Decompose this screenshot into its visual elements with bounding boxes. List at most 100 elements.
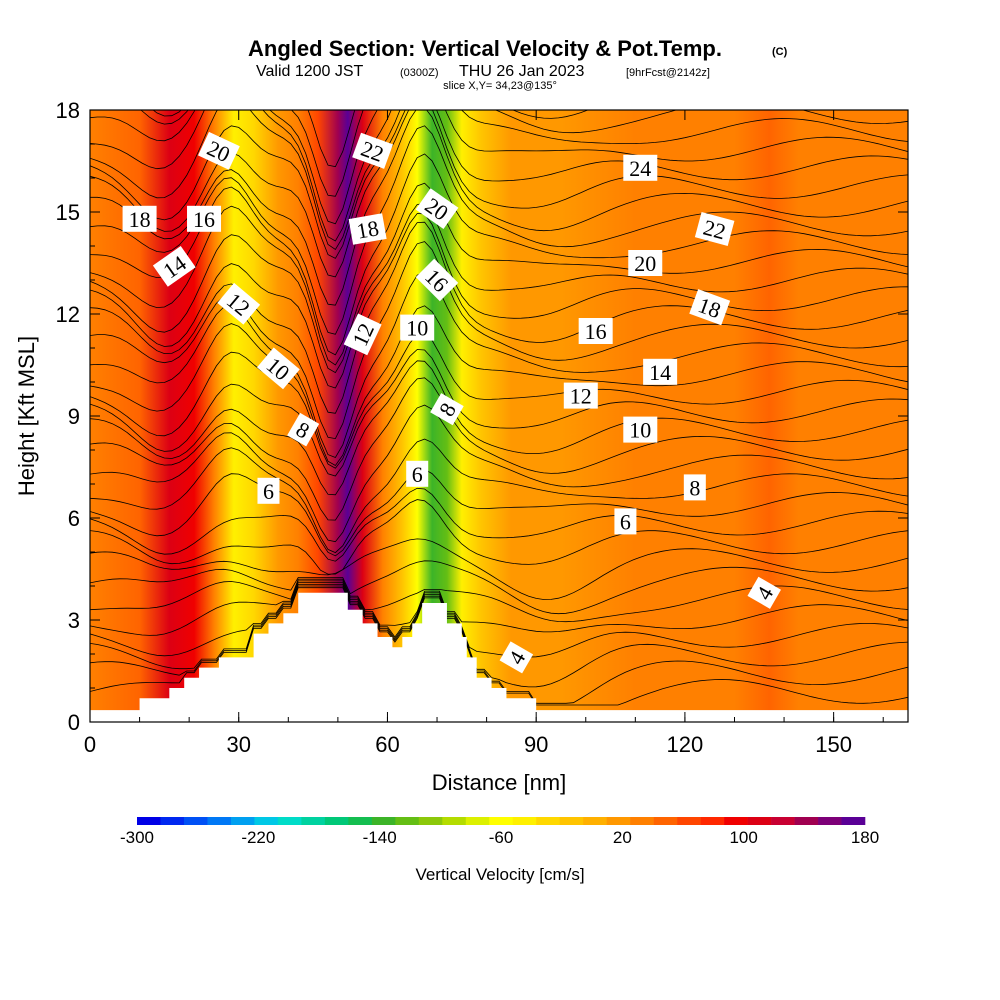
contour-label-box	[694, 212, 735, 246]
contour-label-box	[257, 347, 300, 390]
y-tick-label: 0	[68, 710, 80, 735]
contour-line	[90, 110, 908, 306]
contour-label-box	[623, 154, 658, 181]
contour-label-text: 6	[263, 479, 274, 504]
chart-title-group: Angled Section: Vertical Velocity & Pot.…	[248, 36, 788, 92]
contour-label-box	[122, 205, 157, 232]
contour-line	[90, 583, 908, 688]
contour-label-text: 16	[585, 319, 607, 344]
y-tick-label: 6	[68, 506, 80, 531]
contour-line	[90, 585, 908, 704]
contour-line	[90, 377, 908, 521]
y-tick-label: 18	[56, 98, 80, 123]
contour-label: 24	[623, 154, 658, 181]
colorbar-swatch	[747, 817, 772, 825]
contour-line	[90, 582, 908, 658]
contour-label-box	[352, 132, 394, 169]
colorbar-tick-label: 180	[851, 828, 879, 847]
contour-label: 4	[499, 641, 534, 674]
colorbar-swatch	[653, 817, 678, 825]
contour-label: 22	[694, 212, 735, 246]
colorbar-swatch	[301, 817, 326, 825]
colorbar-swatch	[700, 817, 725, 825]
colorbar-swatch	[677, 817, 701, 825]
contour-label: 18	[348, 213, 387, 245]
isentrope-contours	[90, 110, 908, 706]
colorbar-swatch	[324, 817, 349, 825]
contour-label-text: 10	[406, 316, 428, 341]
colorbar-swatch	[418, 817, 443, 825]
colorbar-swatch	[606, 817, 631, 825]
colorbar-swatch	[442, 817, 467, 825]
contour-label-box	[499, 641, 534, 674]
x-tick-label: 60	[375, 732, 399, 757]
contour-line	[90, 203, 908, 374]
copyright-mark: (C)	[772, 46, 788, 58]
y-axis-label: Height [Kft MSL]	[14, 336, 39, 496]
contour-label-text: 14	[649, 360, 671, 385]
contour-label: 16	[415, 258, 459, 302]
colorbar-swatch	[794, 817, 819, 825]
y-tick-label: 3	[68, 608, 80, 633]
contour-label-box	[217, 282, 261, 325]
contour-line	[90, 110, 908, 250]
colorbar-swatch	[724, 817, 748, 825]
valid-date: THU 26 Jan 2023	[459, 63, 585, 80]
contour-label-text: 10	[629, 418, 651, 443]
contour-label: 10	[400, 314, 435, 341]
contour-label-box	[287, 412, 320, 447]
contour-label-box	[415, 188, 459, 229]
contour-label-text: 24	[629, 156, 651, 181]
contour-line	[90, 153, 908, 356]
contour-label-box	[257, 477, 280, 504]
colorbar-swatch	[512, 817, 537, 825]
contour-label-box	[197, 131, 240, 170]
contour-line	[90, 404, 908, 543]
x-tick-label: 90	[524, 732, 548, 757]
x-tick-label: 30	[226, 732, 250, 757]
colorbar-swatch	[371, 817, 396, 825]
contour-label-text: 12	[570, 384, 592, 409]
contour-label-box	[578, 318, 613, 344]
contour-label-box	[689, 289, 731, 326]
colorbar-tick-label: -300	[120, 828, 154, 847]
x-tick-label: 0	[84, 732, 96, 757]
x-axis-label: Distance [nm]	[432, 770, 567, 795]
contour-label: 18	[122, 205, 157, 232]
contour-line	[90, 125, 908, 335]
x-tick-label: 150	[815, 732, 852, 757]
valid-utc: (0300Z)	[400, 67, 439, 79]
contour-line	[90, 587, 908, 706]
colorbar-swatch	[818, 817, 842, 825]
colorbar-tick-label: -140	[363, 828, 397, 847]
colorbar-swatch	[771, 817, 795, 825]
colorbar-swatch	[465, 817, 490, 825]
contour-label-box	[415, 258, 459, 302]
chart-title: Angled Section: Vertical Velocity & Pot.…	[248, 36, 722, 61]
contour-line	[90, 499, 908, 575]
velocity-field	[90, 110, 908, 722]
contour-label-box	[348, 213, 387, 245]
contour-line	[90, 110, 908, 259]
contour-line	[90, 332, 908, 469]
colorbar-swatch	[137, 817, 161, 825]
contour-label: 16	[187, 205, 222, 232]
contour-label: 4	[747, 576, 781, 609]
contour-label-box	[563, 382, 598, 409]
contour-label: 18	[689, 289, 731, 326]
contour-label-text: 6	[620, 509, 631, 534]
contour-label: 6	[257, 477, 280, 504]
colorbar-swatch	[395, 817, 420, 825]
valid-prefix: Valid 1200 JST	[256, 63, 364, 80]
contour-label: 14	[643, 358, 678, 385]
colorbar-swatch	[348, 817, 373, 825]
contour-label: 8	[683, 474, 706, 501]
contour-line	[90, 221, 908, 414]
contour-line	[90, 349, 908, 477]
colorbar-swatch	[277, 817, 302, 825]
colorbar-swatch	[841, 817, 866, 825]
contour-line	[90, 110, 908, 225]
contour-label-box	[643, 358, 678, 385]
